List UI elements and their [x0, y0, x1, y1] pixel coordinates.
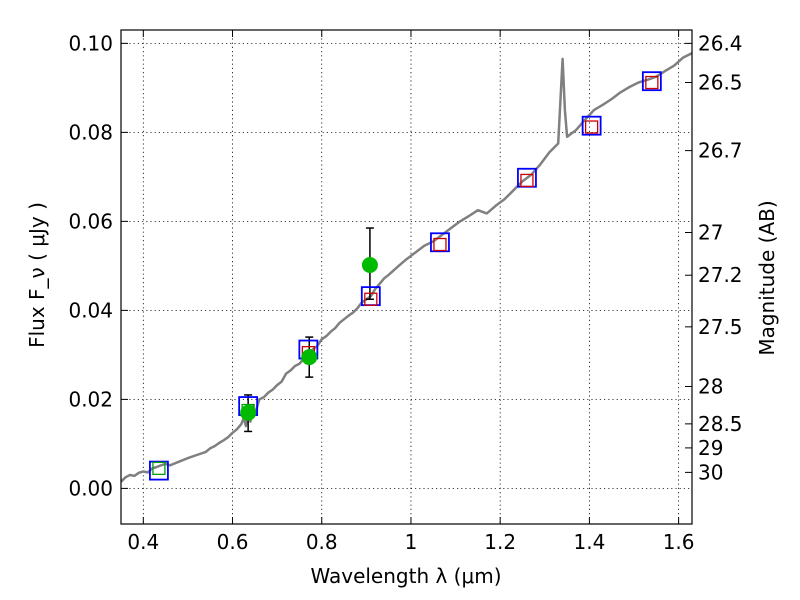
spectrum-line — [120, 51, 693, 483]
observed-point — [301, 349, 318, 366]
magnitude-tick-label: 29 — [698, 436, 723, 460]
observed-point — [361, 256, 378, 273]
tick-labels-layer: 0.4 0.6 0.8 1 1.2 1.4 1.6 0.00 0.02 0.04 0.06 0.08 0… — [68, 31, 742, 554]
y-tick-label: 0.10 — [68, 31, 113, 55]
plot-frame — [120, 29, 693, 525]
y-tick-label: 0.00 — [68, 476, 113, 500]
magnitude-tick-label: 28 — [698, 374, 723, 398]
x-tick-label: 1 — [405, 530, 418, 554]
inner-square — [152, 461, 166, 476]
ticks-layer — [121, 30, 692, 524]
x-tick-label: 1.6 — [663, 530, 695, 554]
inner-square — [645, 75, 659, 90]
x-tick-label: 0.4 — [127, 530, 159, 554]
magnitude-tick-label: 27.5 — [698, 315, 743, 339]
y-tick-label: 0.02 — [68, 387, 113, 411]
inner-square — [364, 292, 378, 306]
magnitude-tick-label: 30 — [698, 460, 723, 484]
magnitude-tick-label: 28.5 — [698, 412, 743, 436]
marker-layer — [149, 71, 662, 481]
magnitude-tick-label: 26.7 — [698, 139, 743, 163]
model-square — [149, 460, 169, 481]
y-tick-label: 0.08 — [68, 120, 113, 144]
grid-lines — [121, 30, 692, 524]
y-tick-label: 0.04 — [68, 298, 113, 322]
spectrum-layer — [120, 51, 693, 483]
errorbar-layer — [244, 227, 374, 433]
inner-square — [584, 120, 599, 134]
magnitude-tick-label: 26.4 — [698, 31, 743, 55]
model-square — [641, 71, 662, 92]
magnitude-tick-label: 27.2 — [698, 263, 743, 287]
x-tick-label: 0.6 — [217, 530, 249, 554]
magnitude-tick-label: 26.5 — [698, 71, 743, 95]
x-axis-label: Wavelength λ (μm) — [310, 564, 501, 588]
inner-square — [433, 237, 447, 252]
x-tick-label: 1.4 — [573, 530, 605, 554]
observed-point — [240, 404, 257, 421]
model-square — [430, 232, 450, 253]
x-tick-label: 0.8 — [306, 530, 338, 554]
x-tick-label: 1.2 — [484, 530, 516, 554]
y-tick-label: 0.06 — [68, 209, 113, 233]
y-axis-label: Flux F_ν ( μJy ) — [25, 202, 49, 348]
inner-square — [520, 173, 534, 188]
right-axis-label: Magnitude (AB) — [755, 200, 779, 355]
model-square — [581, 115, 602, 136]
magnitude-tick-label: 27 — [698, 220, 723, 244]
